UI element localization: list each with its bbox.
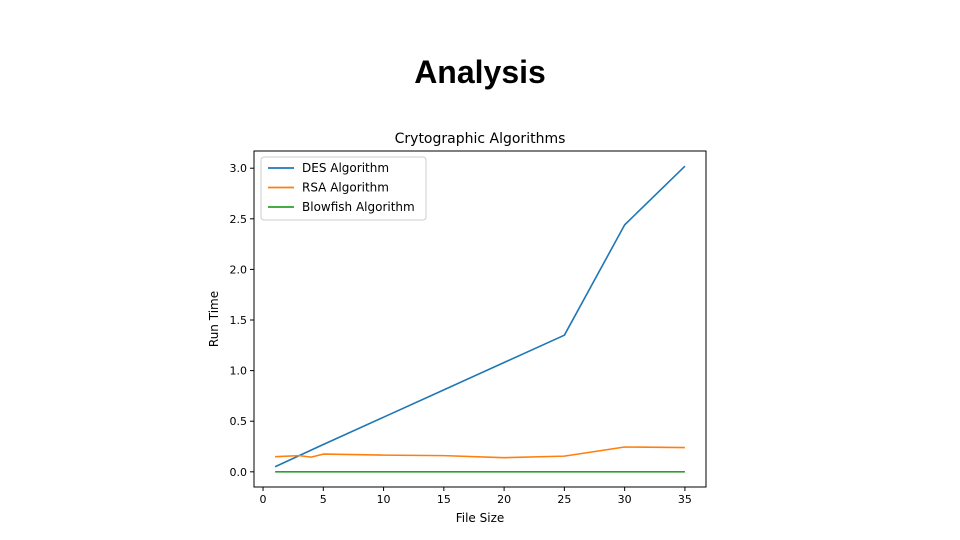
legend-label-1: RSA Algorithm — [302, 181, 389, 195]
y-axis-label: Run Time — [207, 291, 221, 347]
x-tick-label: 25 — [557, 493, 571, 506]
series-layer — [274, 165, 686, 473]
y-tick-label: 3.0 — [230, 162, 248, 175]
series-line-1 — [275, 446, 685, 459]
slide-title: Analysis — [414, 54, 546, 90]
legend-label-0: DES Algorithm — [302, 161, 389, 175]
x-tick-label: 10 — [377, 493, 391, 506]
legend-label-2: Blowfish Algorithm — [302, 200, 415, 214]
x-tick-label: 0 — [260, 493, 267, 506]
y-tick-label: 2.5 — [230, 213, 248, 226]
y-tick-label: 0.5 — [230, 415, 248, 428]
y-tick-label: 1.0 — [230, 365, 248, 378]
y-tick-label: 2.0 — [230, 263, 248, 276]
x-tick-label: 20 — [497, 493, 511, 506]
plot-frame — [253, 150, 707, 488]
series-line-0 — [274, 165, 686, 468]
x-axis-ticks: 0 5 10 15 20 25 30 35 — [260, 487, 692, 506]
legend: DES Algorithm RSA Algorithm Blowfish Algor… — [260, 156, 427, 221]
y-tick-label: 0.0 — [230, 466, 248, 479]
x-tick-label: 5 — [320, 493, 327, 506]
y-axis-ticks: 0.0 0.5 1.0 1.5 2.0 2.5 3.0 — [230, 162, 254, 479]
x-tick-label: 30 — [618, 493, 632, 506]
y-tick-label: 1.5 — [230, 314, 248, 327]
legend-box — [260, 156, 427, 221]
x-tick-label: 35 — [678, 493, 692, 506]
chart-title: Crytographic Algorithms — [395, 131, 566, 147]
x-axis-label: File Size — [456, 511, 505, 525]
x-tick-label: 15 — [437, 493, 451, 506]
